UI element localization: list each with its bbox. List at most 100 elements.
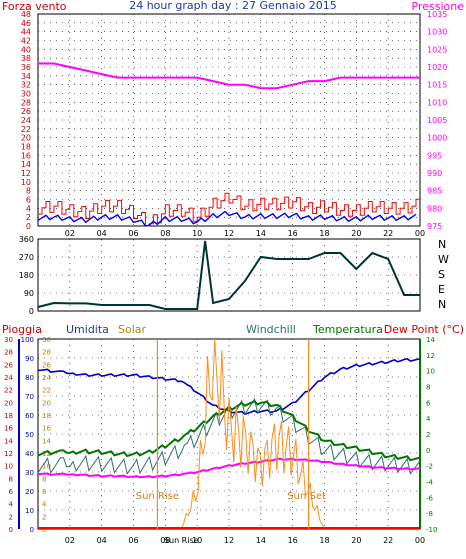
wind-tick-label: 14 — [21, 160, 31, 169]
wind-tick-label: 24 — [21, 116, 31, 125]
humidity-tick-label: 60 — [25, 412, 34, 420]
wind-tick-label: 22 — [21, 125, 31, 134]
tick-labels: 0246810121416182022242628303234363840424… — [4, 10, 447, 545]
rain-tick-label: 22 — [4, 387, 13, 395]
pressure-tick-label: 980 — [427, 204, 442, 213]
humidity-tick-label: 0 — [30, 526, 34, 534]
wind-tick-label: 28 — [21, 98, 31, 107]
solar-tick-label: 22 — [42, 387, 51, 395]
humidity-tick-label: 20 — [25, 488, 34, 496]
pressure-tick-label: 975 — [427, 222, 442, 231]
x-tick-label: 12 — [224, 229, 234, 238]
pressure-tick-label: 1005 — [427, 116, 447, 125]
humidity-axis-title: Umidita — [66, 323, 109, 336]
wind-tick-label: 8 — [26, 187, 31, 196]
rain-tick-label: 8 — [9, 475, 13, 483]
pressure-tick-label: 1025 — [427, 45, 447, 54]
solar-tick-label: 20 — [42, 399, 51, 407]
rain-tick-label: 20 — [4, 399, 13, 407]
wind-series-line — [38, 192, 420, 227]
humidity-tick-label: 100 — [21, 336, 34, 344]
temperature-tick-label: -10 — [426, 526, 437, 534]
temperature-legend: Temperatura — [312, 323, 383, 336]
wind-tick-label: 26 — [21, 107, 31, 116]
sun-rise-label: Sun Rise — [136, 491, 179, 502]
x-tick-label: 18 — [319, 229, 329, 238]
humidity-series-line — [37, 357, 421, 416]
wind-tick-label: 46 — [21, 19, 31, 28]
wind-tick-label: 38 — [21, 54, 31, 63]
rain-tick-label: 28 — [4, 349, 13, 357]
x-tick-label: 02 — [65, 229, 75, 238]
x-tick-label: 06 — [128, 536, 138, 545]
solar-tick-label: 12 — [42, 450, 51, 458]
dewpoint-legend: Dew Point (°C) — [384, 323, 464, 336]
x-tick-label: 08 — [160, 229, 170, 238]
x-tick-label: 10 — [192, 229, 202, 238]
humidity-tick-label: 30 — [25, 469, 34, 477]
x-tick-label: 14 — [256, 536, 266, 545]
solar-tick-label: 16 — [42, 425, 51, 433]
temperature-tick-label: -6 — [426, 494, 434, 502]
temperature-tick-label: 2 — [426, 431, 430, 439]
rain-tick-label: 2 — [9, 513, 13, 521]
wind-tick-label: 44 — [21, 28, 31, 37]
direction-series-line — [37, 240, 420, 310]
pressure-tick-label: 1015 — [427, 81, 447, 90]
direction-tick-label: 180 — [19, 271, 34, 280]
temperature-tick-label: 12 — [426, 352, 435, 360]
temperature-tick-label: 4 — [426, 415, 431, 423]
x-tick-label: 02 — [65, 536, 75, 545]
direction-tick-label: 0 — [29, 307, 34, 316]
humidity-tick-label: 40 — [25, 450, 34, 458]
x-tick-label: 06 — [128, 229, 138, 238]
wind-tick-label: 2 — [26, 213, 31, 222]
temperature-tick-label: 0 — [426, 447, 430, 455]
temperature-tick-label: -8 — [426, 510, 433, 518]
x-tick-label: 14 — [256, 229, 266, 238]
x-tick-label: 00 — [415, 536, 425, 545]
humidity-tick-label: 90 — [25, 355, 34, 363]
rain-tick-label: 10 — [4, 463, 13, 471]
temperature-tick-label: -2 — [426, 463, 433, 471]
solar-tick-label: 0 — [42, 526, 46, 534]
rain-tick-label: 6 — [9, 488, 14, 496]
solar-tick-label: 14 — [42, 437, 51, 445]
rain-tick-label: 24 — [4, 374, 13, 382]
rain-tick-label: 4 — [9, 501, 14, 509]
chart-marks — [18, 62, 421, 530]
wind-tick-label: 30 — [21, 90, 31, 99]
solar-tick-label: 2 — [42, 513, 46, 521]
rain-tick-label: 14 — [4, 437, 13, 445]
temperature-tick-label: 8 — [426, 384, 430, 392]
pressure-tick-label: 1000 — [427, 134, 447, 143]
wind-average-series-line — [37, 210, 417, 227]
x-tick-label: 10 — [192, 536, 202, 545]
solar-tick-label: 4 — [42, 501, 47, 509]
wind-tick-label: 32 — [21, 81, 31, 90]
temperature-tick-label: 10 — [426, 368, 435, 376]
solar-tick-label: 8 — [42, 475, 46, 483]
x-tick-label: 22 — [383, 229, 393, 238]
pressure-tick-label: 1035 — [427, 10, 447, 19]
x-tick-label: 04 — [97, 536, 107, 545]
wind-tick-label: 6 — [26, 196, 31, 205]
rain-tick-label: 18 — [4, 412, 13, 420]
pressure-tick-label: 985 — [427, 187, 442, 196]
wind-tick-label: 36 — [21, 63, 31, 72]
temperature-tick-label: -4 — [426, 479, 434, 487]
rain-tick-label: 26 — [4, 361, 13, 369]
sun-set-label: Sun Set — [287, 491, 326, 502]
wind-tick-label: 0 — [26, 222, 31, 231]
wind-tick-label: 18 — [21, 143, 31, 152]
wind-tick-label: 12 — [21, 169, 31, 178]
direction-tick-label: 360 — [19, 235, 34, 244]
wind-tick-label: 40 — [21, 45, 31, 54]
wind-axis-title: Forza vento — [2, 0, 67, 13]
solar-tick-label: 24 — [42, 374, 51, 382]
compass-letter: E — [438, 283, 445, 296]
direction-tick-label: 90 — [24, 289, 34, 298]
